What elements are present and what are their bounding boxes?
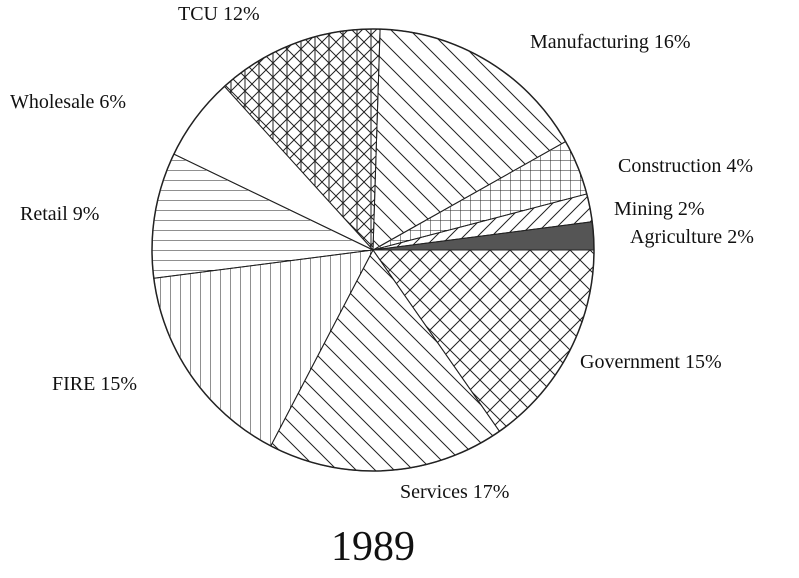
slice-value: 2% <box>727 226 754 248</box>
slice-label: FIRE 15% <box>52 373 137 395</box>
slice-label: Services 17% <box>400 481 509 503</box>
slice-label: Retail 9% <box>20 203 99 225</box>
slice-label: Government 15% <box>580 351 722 373</box>
slice-label: Mining 2% <box>614 198 705 220</box>
slice-value: 6% <box>99 91 126 113</box>
slice-category: Government <box>580 351 680 373</box>
slice-category: TCU <box>178 3 219 25</box>
slice-category: Services <box>400 481 468 503</box>
slice-value: 2% <box>678 198 705 220</box>
slice-value: 16% <box>654 31 691 53</box>
slice-category: FIRE <box>52 373 95 395</box>
slice-value: 4% <box>726 155 753 177</box>
slice-value: 15% <box>685 351 722 373</box>
slice-category: Agriculture <box>630 226 722 248</box>
slice-category: Construction <box>618 155 721 177</box>
pie-outline <box>151 28 595 472</box>
slice-label: Wholesale 6% <box>10 91 126 113</box>
slice-category: Wholesale <box>10 91 95 113</box>
slice-label: Construction 4% <box>618 155 753 177</box>
slice-category: Retail <box>20 203 68 225</box>
chart-title: 1989 <box>331 524 415 570</box>
slice-label: Manufacturing 16% <box>530 31 691 53</box>
slice-label: TCU 12% <box>178 3 260 25</box>
slice-category: Manufacturing <box>530 31 649 53</box>
slice-value: 12% <box>223 3 260 25</box>
slice-value: 9% <box>73 203 100 225</box>
slice-label: Agriculture 2% <box>630 226 754 248</box>
slice-value: 15% <box>100 373 137 395</box>
slice-category: Mining <box>614 198 673 220</box>
slice-value: 17% <box>473 481 510 503</box>
